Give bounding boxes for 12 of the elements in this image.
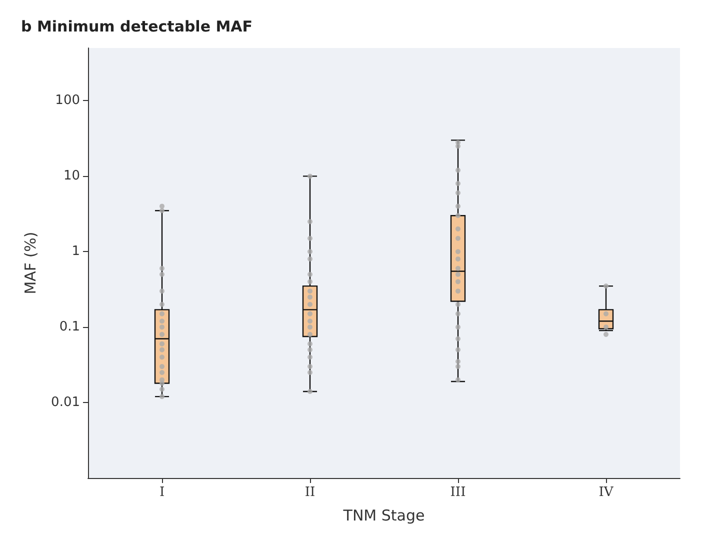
y-tick-label: 0.1 — [59, 320, 80, 335]
y-tick-label: 10 — [63, 168, 80, 184]
x-tick-label: II — [304, 485, 316, 500]
y-tick-label: 0.01 — [51, 395, 80, 410]
chart-title: b Minimum detectable MAF — [21, 18, 253, 36]
y-axis-title: MAF (%) — [22, 232, 40, 294]
x-axis-title: TNM Stage — [342, 506, 425, 524]
x-tick-label: IV — [598, 485, 614, 500]
x-tick-label: III — [450, 485, 466, 500]
y-tick-label: 1 — [72, 244, 80, 260]
y-tick-label: 100 — [55, 93, 80, 108]
x-tick-label: I — [159, 485, 165, 500]
